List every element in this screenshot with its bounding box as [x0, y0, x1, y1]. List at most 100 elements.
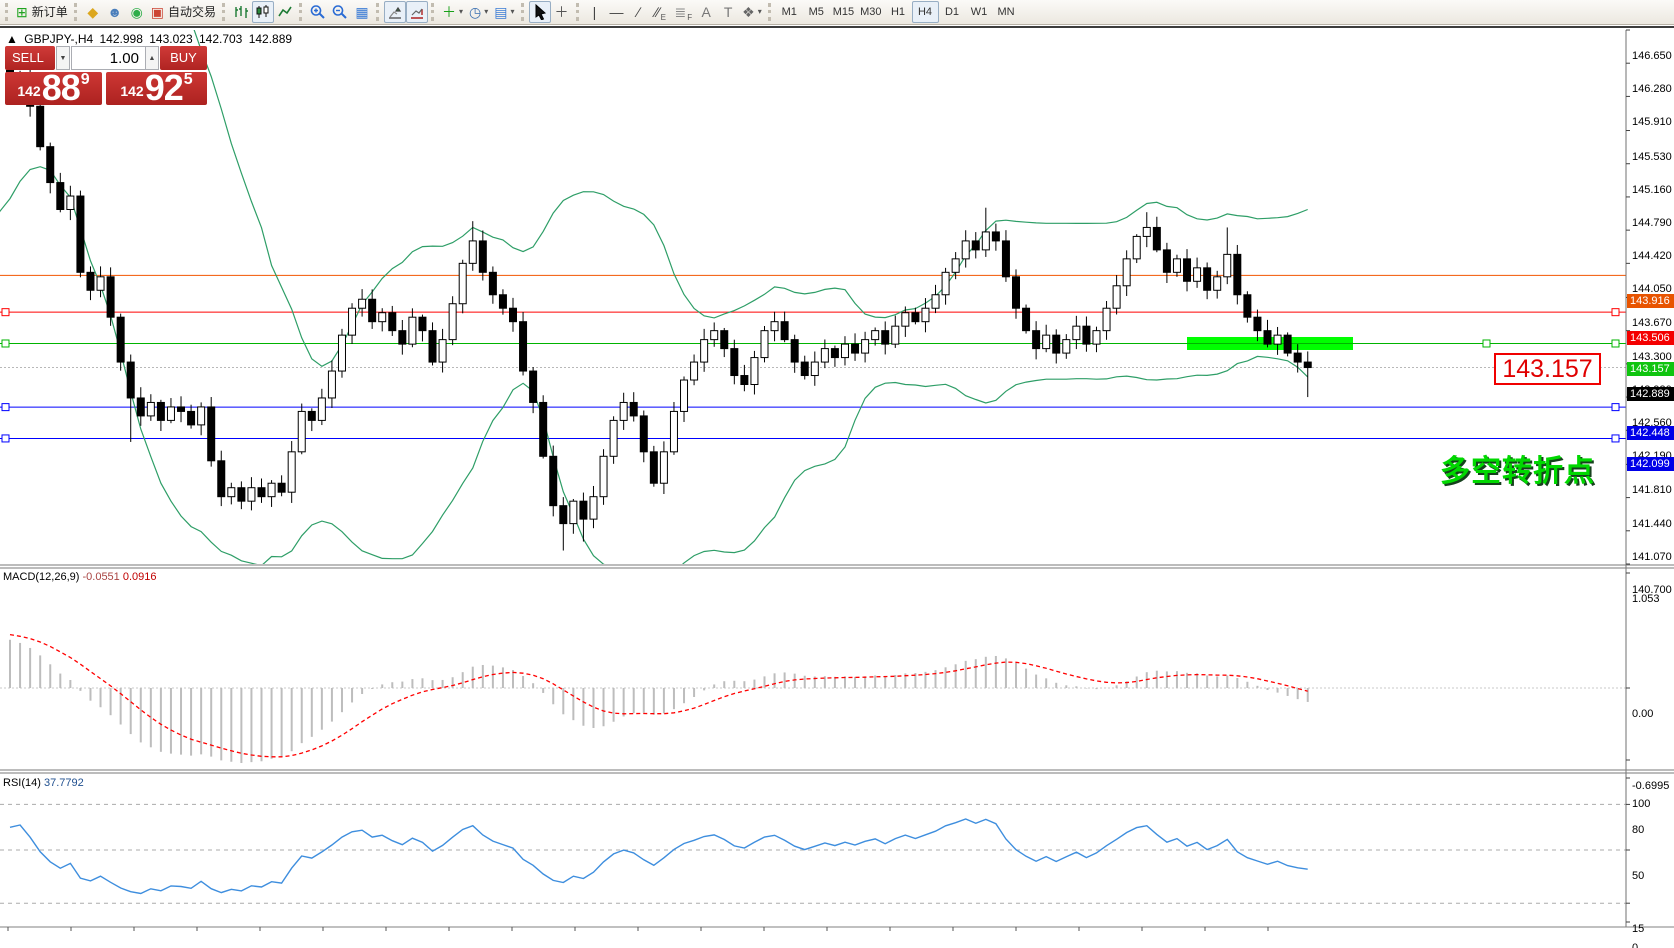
- bull-candle: [146, 401, 155, 417]
- crosshair-button[interactable]: ＋: [551, 1, 573, 23]
- bull-candle: [1102, 307, 1111, 332]
- line-handle: [1611, 403, 1620, 412]
- arrows-button[interactable]: ❖ ▾: [739, 1, 765, 23]
- profiles-button[interactable]: ☻: [104, 1, 126, 23]
- open-value: 142.998: [99, 32, 143, 46]
- autotrading-button[interactable]: ▣ 自动交易: [148, 1, 219, 23]
- bear-candle: [509, 307, 517, 323]
- channel-button[interactable]: ∕∕ E: [650, 1, 672, 23]
- chart-window[interactable]: ▲ GBPJPY-,H4 142.998 143.023 142.703 142…: [0, 26, 1674, 948]
- bear-candle: [649, 451, 658, 484]
- zoom-in-button[interactable]: [307, 1, 329, 23]
- chart-shift-button[interactable]: [384, 1, 406, 23]
- bear-candle: [156, 401, 165, 421]
- bear-candle: [559, 505, 568, 525]
- bear-candle: [398, 330, 407, 345]
- bull-candle: [619, 401, 628, 421]
- timeframe-h1-button[interactable]: H1: [890, 5, 906, 18]
- signals-button[interactable]: ◉: [126, 1, 148, 23]
- bull-candle: [931, 294, 940, 309]
- price-callout-box[interactable]: 143.157: [1494, 353, 1601, 386]
- timeframe-h4-button[interactable]: H4: [911, 1, 939, 23]
- bear-candle: [277, 482, 286, 493]
- chevron-down-icon[interactable]: ▾: [484, 7, 489, 16]
- bull-candle: [901, 312, 910, 327]
- indicators-button[interactable]: ＋ ▾: [439, 1, 466, 23]
- bear-candle: [1253, 316, 1262, 332]
- bull-candle: [921, 307, 930, 323]
- fibonacci-button[interactable]: ≣ F: [672, 1, 696, 23]
- candlestick-chart-button[interactable]: [252, 1, 274, 23]
- timeframe-m1-button[interactable]: M1: [781, 5, 797, 18]
- bear-candle: [1263, 330, 1272, 345]
- axis-tick-label: 100: [1632, 798, 1651, 810]
- bull-candle: [337, 334, 346, 372]
- auto-scroll-button[interactable]: [406, 1, 428, 23]
- chevron-down-icon[interactable]: ▾: [510, 7, 515, 16]
- timeframe-d1-button[interactable]: D1: [944, 5, 960, 18]
- timeframe-w1-button[interactable]: W1: [970, 5, 988, 18]
- periods-button[interactable]: ◷ ▾: [466, 1, 491, 23]
- bar-chart-button[interactable]: [230, 1, 252, 23]
- text-button[interactable]: A: [695, 1, 717, 23]
- bear-candle: [187, 410, 196, 426]
- bull-candle: [690, 361, 699, 381]
- chevron-down-icon[interactable]: ▾: [757, 7, 762, 16]
- bull-candle: [1213, 276, 1222, 291]
- tile-windows-button[interactable]: ▦: [351, 1, 373, 23]
- bear-candle: [1001, 240, 1010, 278]
- bear-candle: [881, 330, 890, 345]
- bear-candle: [86, 271, 95, 291]
- zoom-out-button[interactable]: [329, 1, 351, 23]
- axis-tick-label: 142.560: [1632, 417, 1672, 430]
- bear-candle: [639, 415, 648, 453]
- buy-button[interactable]: BUY: [160, 46, 207, 70]
- rsi-value: 37.7792: [43, 777, 84, 789]
- axis-tick-label: 144.790: [1632, 216, 1672, 229]
- bear-candle: [368, 298, 377, 323]
- line-handle: [1611, 339, 1620, 348]
- timeframe-m30-button[interactable]: M30: [860, 5, 882, 18]
- main-price-panel: [0, 30, 1626, 564]
- turning-point-annotation[interactable]: 多空转折点: [1440, 455, 1595, 489]
- horizontal-line-icon: —: [609, 4, 624, 20]
- new-order-button[interactable]: ⊞ 新订单: [13, 1, 71, 23]
- vertical-line-button[interactable]: |: [584, 1, 606, 23]
- toolbar-grip: [575, 3, 581, 21]
- price-chart-canvas[interactable]: [0, 28, 1674, 948]
- bear-candle: [579, 500, 588, 520]
- chevron-down-icon[interactable]: ▾: [459, 7, 464, 16]
- timeframe-m15-button[interactable]: M15: [832, 5, 855, 18]
- toolbar-grip: [520, 3, 526, 21]
- symbol-label: GBPJPY-,H4: [24, 32, 94, 46]
- trendline-button[interactable]: ∕: [628, 1, 650, 23]
- volume-up-button[interactable]: ▲: [145, 46, 159, 70]
- sell-button[interactable]: SELL: [5, 46, 55, 70]
- sell-price-button[interactable]: 142 88 9: [5, 70, 102, 106]
- collapse-marker-icon[interactable]: ▲: [6, 32, 18, 46]
- buy-price-button[interactable]: 142 92 5: [106, 70, 207, 106]
- timeframe-mn-button[interactable]: MN: [997, 5, 1015, 18]
- auto-scroll-icon: [411, 8, 423, 19]
- bull-candle: [750, 357, 759, 386]
- volume-down-button[interactable]: ▼: [56, 46, 70, 70]
- text-label-button[interactable]: T: [717, 1, 739, 23]
- line-chart-button[interactable]: [274, 1, 296, 23]
- bull-candle: [1172, 258, 1181, 273]
- volume-input[interactable]: 1.00: [71, 46, 146, 70]
- templates-button[interactable]: ▤ ▾: [491, 1, 517, 23]
- bull-candle: [861, 339, 870, 354]
- macd-main-value: -0.0551: [82, 571, 120, 583]
- macd-signal-value: 0.0916: [122, 571, 157, 583]
- bear-candle: [46, 146, 55, 184]
- horizontal-line-button[interactable]: —: [606, 1, 628, 23]
- line-handle: [1611, 308, 1620, 317]
- axis-tick-label: 145.910: [1632, 116, 1672, 129]
- bull-candle: [448, 303, 457, 341]
- erase-objects-button[interactable]: ◆: [82, 1, 104, 23]
- toolbar-grip: [767, 3, 773, 21]
- timeframe-m5-button[interactable]: M5: [808, 5, 824, 18]
- toolbar-grip: [431, 3, 436, 21]
- cursor-button[interactable]: [528, 1, 551, 23]
- bear-candle: [76, 195, 85, 273]
